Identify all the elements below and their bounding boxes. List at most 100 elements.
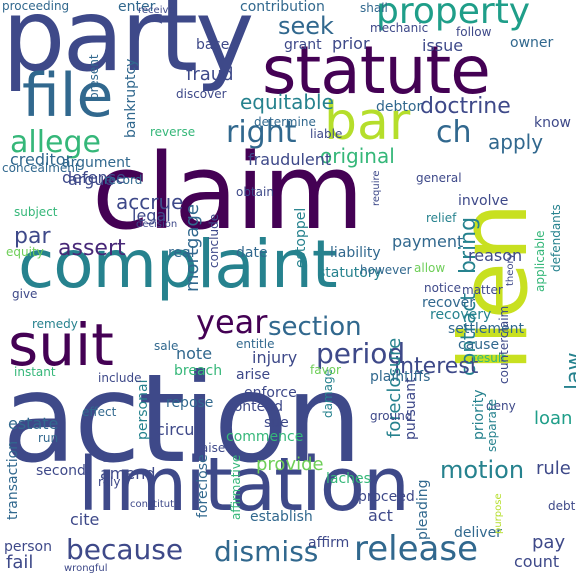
word-contribution: contribution <box>240 0 325 15</box>
word-statutory: statutory <box>318 265 382 281</box>
word-year: year <box>196 303 268 341</box>
word-include: include <box>98 371 142 385</box>
word-issue: issue <box>422 36 464 55</box>
word-cause: cause <box>458 337 500 353</box>
word-defendants: defendants <box>549 204 563 272</box>
word-ground: ground <box>370 409 413 423</box>
word-loan: loan <box>534 408 573 429</box>
word-act: act <box>368 506 393 525</box>
word-liability: liability <box>330 245 381 261</box>
word-run: run <box>38 431 59 445</box>
word-cite: cite <box>70 510 100 529</box>
word-party: party <box>2 0 254 94</box>
word-second: second <box>36 463 86 479</box>
word-rely: rely <box>98 475 121 489</box>
word-pleading: pleading <box>415 479 431 540</box>
word-deny: deny <box>486 399 516 413</box>
word-deliver: deliver <box>454 525 502 541</box>
word-raise: raise <box>196 441 226 455</box>
word-subject: subject <box>14 205 58 219</box>
word-laches: laches <box>326 471 371 487</box>
word-debtor: debtor <box>376 99 423 115</box>
word-sue: sue <box>264 415 289 431</box>
word-relief: relief <box>426 211 457 225</box>
word-counterclaim: counterclaim <box>497 305 511 384</box>
word-provide: provide <box>256 454 324 475</box>
word-applicable: applicable <box>533 230 547 292</box>
word-doctrine: doctrine <box>420 94 511 119</box>
word-period: period <box>316 337 406 370</box>
word-circuit: circuit <box>156 420 206 439</box>
word-base: base <box>196 37 230 53</box>
word-interest: interest <box>394 354 479 379</box>
word-effect: effect <box>82 405 117 419</box>
word-determine: determine <box>254 115 316 129</box>
word-foreclose: foreclose <box>195 454 211 518</box>
word-argue: argue <box>68 170 115 189</box>
word-breach: breach <box>174 363 223 379</box>
word-file: file <box>22 61 114 131</box>
word-remedy: remedy <box>32 317 78 331</box>
word-contend: contend <box>226 399 283 415</box>
word-present: present <box>87 54 101 100</box>
word-shall: shall <box>360 1 388 15</box>
word-recover: recover <box>422 295 475 311</box>
word-defense: defense <box>62 168 126 187</box>
word-purpose: purpose <box>493 493 504 534</box>
word-enter: enter <box>118 0 156 15</box>
word-know: know <box>534 115 571 131</box>
word-settlement: settlement <box>448 321 525 337</box>
word-apply: apply <box>488 130 544 154</box>
word-amend: amend <box>100 464 156 483</box>
word-par: par <box>14 224 51 249</box>
word-priority: priority <box>471 389 487 440</box>
word-real: real <box>168 245 195 261</box>
word-obtain: obtain <box>236 185 274 199</box>
word-rule: rule <box>536 458 571 479</box>
word-limitation: limitation <box>78 442 410 528</box>
word-concealment: concealment <box>2 161 80 175</box>
word-theory: theory <box>505 253 516 286</box>
word-equitable: equitable <box>240 90 334 114</box>
word-conclude: conclude <box>207 213 221 268</box>
word-plaintiffs: plaintiffs <box>370 369 431 385</box>
word-reason: reason <box>468 246 523 265</box>
word-release: release <box>354 529 478 569</box>
word-suit: suit <box>8 311 114 379</box>
word-debt: debt <box>548 499 576 513</box>
word-receive: receive <box>138 5 175 16</box>
word-commence: commence <box>226 429 304 445</box>
word-general: general <box>416 171 462 185</box>
word-property: property <box>376 0 531 32</box>
word-claim: claim <box>92 131 364 253</box>
word-ch: ch <box>436 115 472 150</box>
word-owner: owner <box>510 35 554 51</box>
word-wrongful: wrongful <box>64 563 108 574</box>
word-follow: follow <box>456 25 492 39</box>
word-accrue: accrue <box>116 190 184 214</box>
word-recovery: recovery <box>430 307 492 323</box>
word-establish: establish <box>250 509 313 525</box>
word-record: record <box>104 173 143 187</box>
word-seek: seek <box>278 12 334 40</box>
word-equity: equity <box>6 245 44 259</box>
word-right: right <box>226 115 297 150</box>
word-favor: favor <box>310 363 341 377</box>
word-sale: sale <box>154 339 179 353</box>
word-arise: arise <box>236 367 271 383</box>
word-note: note <box>176 344 213 363</box>
word-however: however <box>360 263 412 277</box>
word-liable: liable <box>310 127 343 141</box>
word-affirmative: affirmative <box>229 454 243 520</box>
word-estoppel: estoppel <box>293 207 309 268</box>
word-entitle: entitle <box>236 337 275 351</box>
word-creditor: creditor <box>10 150 73 169</box>
word-injury: injury <box>252 348 298 367</box>
word-require: require <box>371 170 382 206</box>
word-payment: payment <box>392 232 464 251</box>
word-allege: allege <box>10 125 102 160</box>
word-enforce: enforce <box>244 385 297 401</box>
word-result: result <box>472 351 506 365</box>
word-estate: estate <box>8 414 59 433</box>
